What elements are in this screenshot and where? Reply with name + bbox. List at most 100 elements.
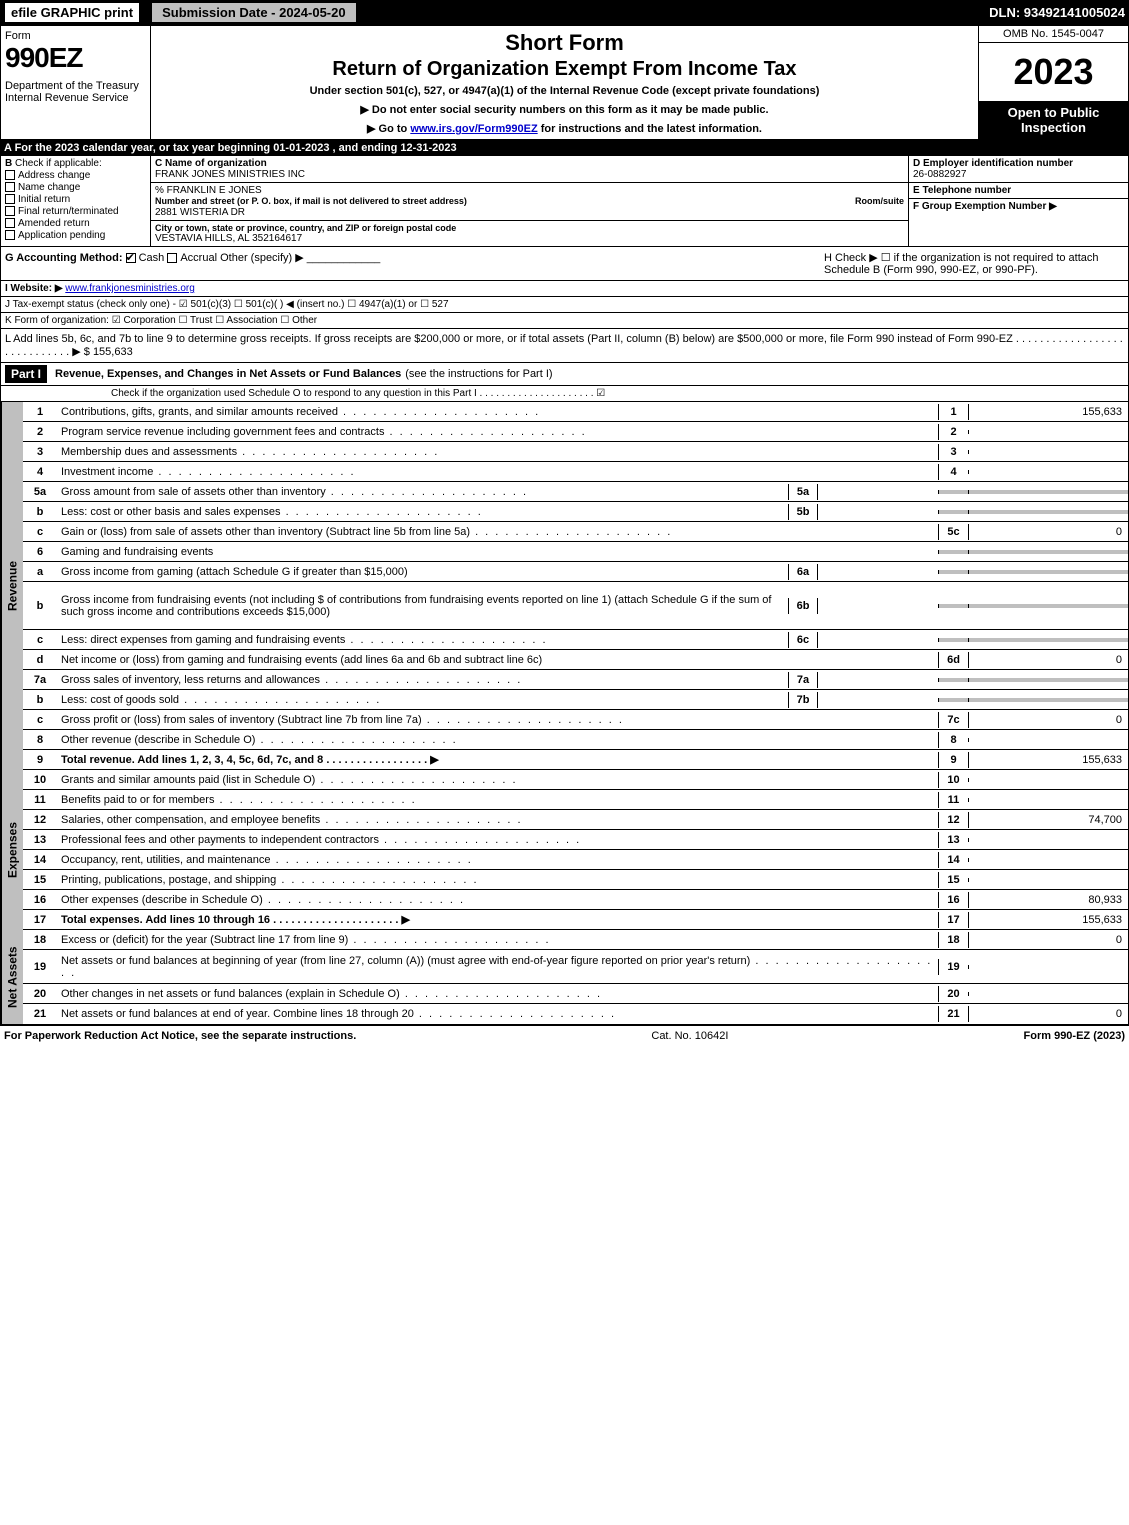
chk-initial-return[interactable]: Initial return [5, 194, 146, 205]
room-label: Room/suite [855, 196, 904, 206]
street-label: Number and street (or P. O. box, if mail… [155, 196, 467, 206]
line-13: 13Professional fees and other payments t… [23, 830, 1128, 850]
sidetab-net-assets: Net Assets [1, 930, 23, 1024]
line-1-amt: 155,633 [968, 404, 1128, 420]
line-14: 14Occupancy, rent, utilities, and mainte… [23, 850, 1128, 870]
line-6: 6 Gaming and fundraising events [23, 542, 1128, 562]
line-12: 12Salaries, other compensation, and empl… [23, 810, 1128, 830]
line-9-amt: 155,633 [968, 752, 1128, 768]
org-city-cell: City or town, state or province, country… [151, 221, 908, 246]
net-asset-lines: 18Excess or (deficit) for the year (Subt… [23, 930, 1128, 1024]
line-6d: d Net income or (loss) from gaming and f… [23, 650, 1128, 670]
omb-number: OMB No. 1545-0047 [979, 26, 1128, 43]
row-a-tax-year: A For the 2023 calendar year, or tax yea… [0, 140, 1129, 156]
header-left: Form 990EZ Department of the Treasury In… [1, 26, 151, 139]
part1-note: (see the instructions for Part I) [405, 368, 552, 380]
part1-title: Revenue, Expenses, and Changes in Net As… [55, 368, 401, 380]
net-assets-section: Net Assets 18Excess or (deficit) for the… [0, 930, 1129, 1025]
accounting-method: G Accounting Method: Cash Accrual Other … [5, 251, 824, 276]
line-6c: c Less: direct expenses from gaming and … [23, 630, 1128, 650]
top-bar: efile GRAPHIC print Submission Date - 20… [0, 0, 1129, 25]
org-name-cell: C Name of organization FRANK JONES MINIS… [151, 156, 908, 183]
dept-irs: Internal Revenue Service [5, 92, 146, 104]
line-20: 20Other changes in net assets or fund ba… [23, 984, 1128, 1004]
efile-print-label: efile GRAPHIC print [4, 2, 140, 23]
line-18: 18Excess or (deficit) for the year (Subt… [23, 930, 1128, 950]
line-19: 19Net assets or fund balances at beginni… [23, 950, 1128, 984]
g-label: G Accounting Method: [5, 252, 123, 264]
row-k-form-org: K Form of organization: ☑ Corporation ☐ … [0, 313, 1129, 329]
org-careof: % FRANKLIN E JONES [155, 185, 904, 196]
instructions-line: ▶ Go to www.irs.gov/Form990EZ for instru… [157, 122, 972, 135]
line-21-amt: 0 [968, 1006, 1128, 1022]
line-6a: a Gross income from gaming (attach Sched… [23, 562, 1128, 582]
revenue-section: Revenue 1 Contributions, gifts, grants, … [0, 402, 1129, 770]
website-link[interactable]: www.frankjonesministries.org [65, 283, 195, 294]
i-label: I Website: ▶ [5, 283, 63, 294]
line-10: 10Grants and similar amounts paid (list … [23, 770, 1128, 790]
line-11: 11Benefits paid to or for members11 [23, 790, 1128, 810]
chk-address-change[interactable]: Address change [5, 170, 146, 181]
col-d-ein: D Employer identification number 26-0882… [908, 156, 1128, 246]
revenue-lines: 1 Contributions, gifts, grants, and simi… [23, 402, 1128, 770]
chk-amended-return[interactable]: Amended return [5, 218, 146, 229]
chk-final-return[interactable]: Final return/terminated [5, 206, 146, 217]
sidetab-revenue: Revenue [1, 402, 23, 770]
row-g: G Accounting Method: Cash Accrual Other … [0, 247, 1129, 281]
line-3: 3 Membership dues and assessments 3 [23, 442, 1128, 462]
line-18-amt: 0 [968, 932, 1128, 948]
form-title: Return of Organization Exempt From Incom… [157, 58, 972, 81]
form-subtitle: Under section 501(c), 527, or 4947(a)(1)… [157, 85, 972, 97]
page-footer: For Paperwork Reduction Act Notice, see … [0, 1025, 1129, 1046]
c-name-label: C Name of organization [155, 158, 904, 169]
b-label: Check if applicable: [15, 158, 102, 169]
tel-label: E Telephone number [913, 185, 1124, 196]
open-inspection: Open to Public Inspection [979, 101, 1128, 139]
instructions-link[interactable]: www.irs.gov/Form990EZ [410, 123, 537, 135]
org-street: 2881 WISTERIA DR [155, 207, 904, 218]
header-right: OMB No. 1545-0047 2023 Open to Public In… [978, 26, 1128, 139]
chk-application-pending[interactable]: Application pending [5, 230, 146, 241]
tel-cell: E Telephone number [909, 183, 1128, 199]
chk-name-change[interactable]: Name change [5, 182, 146, 193]
chk-accrual[interactable] [167, 253, 177, 263]
line-5c: c Gain or (loss) from sale of assets oth… [23, 522, 1128, 542]
line-7a: 7a Gross sales of inventory, less return… [23, 670, 1128, 690]
line-21: 21Net assets or fund balances at end of … [23, 1004, 1128, 1024]
ein-cell: D Employer identification number 26-0882… [909, 156, 1128, 183]
line-2: 2 Program service revenue including gove… [23, 422, 1128, 442]
group-exemption-label: F Group Exemption Number ▶ [913, 201, 1124, 212]
ein-label: D Employer identification number [913, 158, 1124, 169]
line-1: 1 Contributions, gifts, grants, and simi… [23, 402, 1128, 422]
sidetab-expenses: Expenses [1, 770, 23, 930]
form-word: Form [5, 30, 146, 42]
part1-tag: Part I [5, 365, 47, 383]
h-schedule-b: H Check ▶ ☐ if the organization is not r… [824, 251, 1124, 276]
expenses-section: Expenses 10Grants and similar amounts pa… [0, 770, 1129, 930]
row-i-website: I Website: ▶ www.frankjonesministries.or… [0, 281, 1129, 297]
l-text: L Add lines 5b, 6c, and 7b to line 9 to … [5, 333, 1123, 358]
dept-treasury: Department of the Treasury [5, 80, 146, 92]
form-number: 990EZ [5, 42, 146, 74]
part1-header: Part I Revenue, Expenses, and Changes in… [0, 363, 1129, 386]
line-5b: b Less: cost or other basis and sales ex… [23, 502, 1128, 522]
b-letter: B [5, 158, 12, 169]
line-6b: b Gross income from fundraising events (… [23, 582, 1128, 630]
line-12-amt: 74,700 [968, 812, 1128, 828]
footer-right: Form 990-EZ (2023) [1024, 1030, 1125, 1042]
expense-lines: 10Grants and similar amounts paid (list … [23, 770, 1128, 930]
short-form-label: Short Form [157, 30, 972, 56]
col-b-checkboxes: B Check if applicable: Address change Na… [1, 156, 151, 246]
col-c-org: C Name of organization FRANK JONES MINIS… [151, 156, 908, 246]
section-bcd: B Check if applicable: Address change Na… [0, 156, 1129, 247]
row-l-gross-receipts: L Add lines 5b, 6c, and 7b to line 9 to … [0, 329, 1129, 363]
line-15: 15Printing, publications, postage, and s… [23, 870, 1128, 890]
footer-catno: Cat. No. 10642I [651, 1030, 728, 1042]
row-j-tax-exempt: J Tax-exempt status (check only one) - ☑… [0, 297, 1129, 313]
line-7c: c Gross profit or (loss) from sales of i… [23, 710, 1128, 730]
org-careof-cell: % FRANKLIN E JONES Number and street (or… [151, 183, 908, 221]
city-label: City or town, state or province, country… [155, 223, 904, 233]
line-8: 8 Other revenue (describe in Schedule O)… [23, 730, 1128, 750]
ssn-warning: ▶ Do not enter social security numbers o… [157, 103, 972, 116]
chk-cash[interactable] [126, 253, 136, 263]
